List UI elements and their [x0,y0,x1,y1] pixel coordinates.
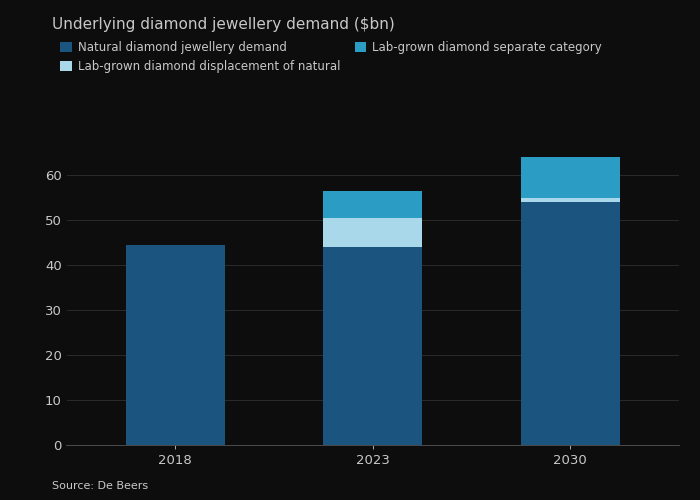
Bar [521,157,620,198]
Bar [521,202,620,445]
Bar [323,190,422,218]
Text: Source: De Beers: Source: De Beers [52,481,148,491]
Bar [323,218,422,247]
Text: Underlying diamond jewellery demand ($bn): Underlying diamond jewellery demand ($bn… [52,18,395,32]
Bar [323,247,422,445]
Legend: Natural diamond jewellery demand, Lab-grown diamond displacement of natural, Lab: Natural diamond jewellery demand, Lab-gr… [60,42,602,74]
Bar [126,244,225,445]
Bar [521,198,620,202]
